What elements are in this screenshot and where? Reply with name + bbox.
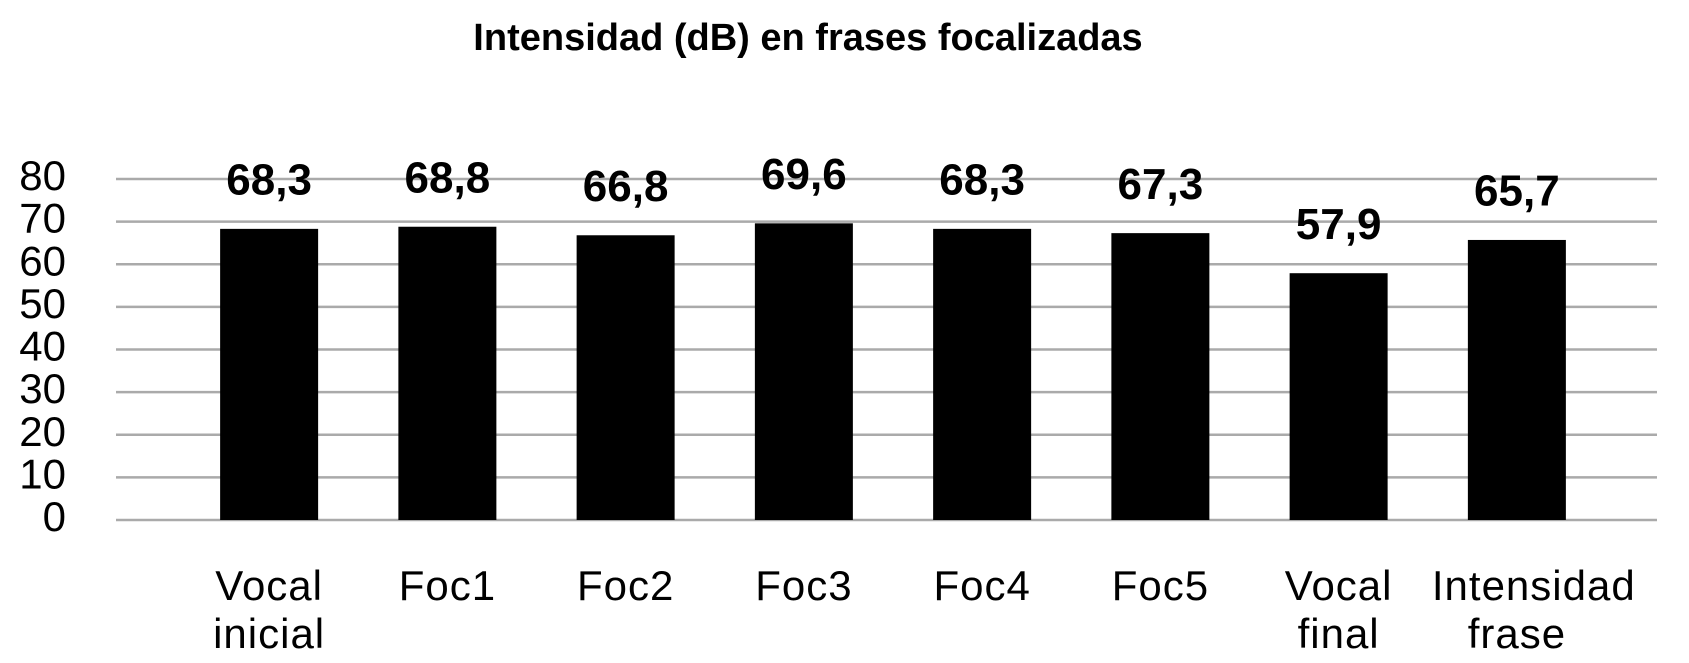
x-tick-label: Vocal inicial <box>213 562 326 657</box>
y-tick-label: 80 <box>19 152 66 199</box>
value-label: 57,9 <box>1296 200 1382 249</box>
bar <box>576 235 675 520</box>
value-label: 68,3 <box>226 155 312 204</box>
x-tick-label: Foc5 <box>1111 562 1210 609</box>
y-tick-label: 10 <box>19 450 66 497</box>
y-tick-label: 20 <box>19 408 66 455</box>
x-tick-label: Foc1 <box>398 562 497 609</box>
value-label: 65,7 <box>1474 167 1560 216</box>
bar <box>1289 273 1388 520</box>
value-label: 69,6 <box>761 150 847 199</box>
x-tick-label: Intensidad frase <box>1431 562 1636 657</box>
y-tick-label: 40 <box>19 323 66 370</box>
x-tick-label: Foc3 <box>755 562 853 609</box>
x-tick-label: Vocal final <box>1284 562 1393 657</box>
y-tick-label: 60 <box>19 237 66 284</box>
bar <box>1467 239 1566 521</box>
bar <box>398 226 497 521</box>
bar <box>933 228 1032 520</box>
value-label: 68,8 <box>405 153 491 202</box>
chart-title: Intensidad (dB) en frases focalizadas <box>473 17 1142 59</box>
value-label: 67,3 <box>1118 160 1204 209</box>
x-tick-label: Foc2 <box>576 562 675 609</box>
bar <box>220 228 319 520</box>
bar <box>754 223 853 520</box>
bar <box>1111 233 1210 521</box>
x-tick-label: Foc4 <box>933 562 1031 609</box>
y-tick-label: 70 <box>19 195 66 242</box>
value-label: 66,8 <box>583 162 669 211</box>
y-tick-label: 50 <box>19 280 66 327</box>
y-tick-label: 30 <box>19 365 66 412</box>
value-label: 68,3 <box>939 155 1025 204</box>
y-tick-label: 0 <box>43 493 66 540</box>
